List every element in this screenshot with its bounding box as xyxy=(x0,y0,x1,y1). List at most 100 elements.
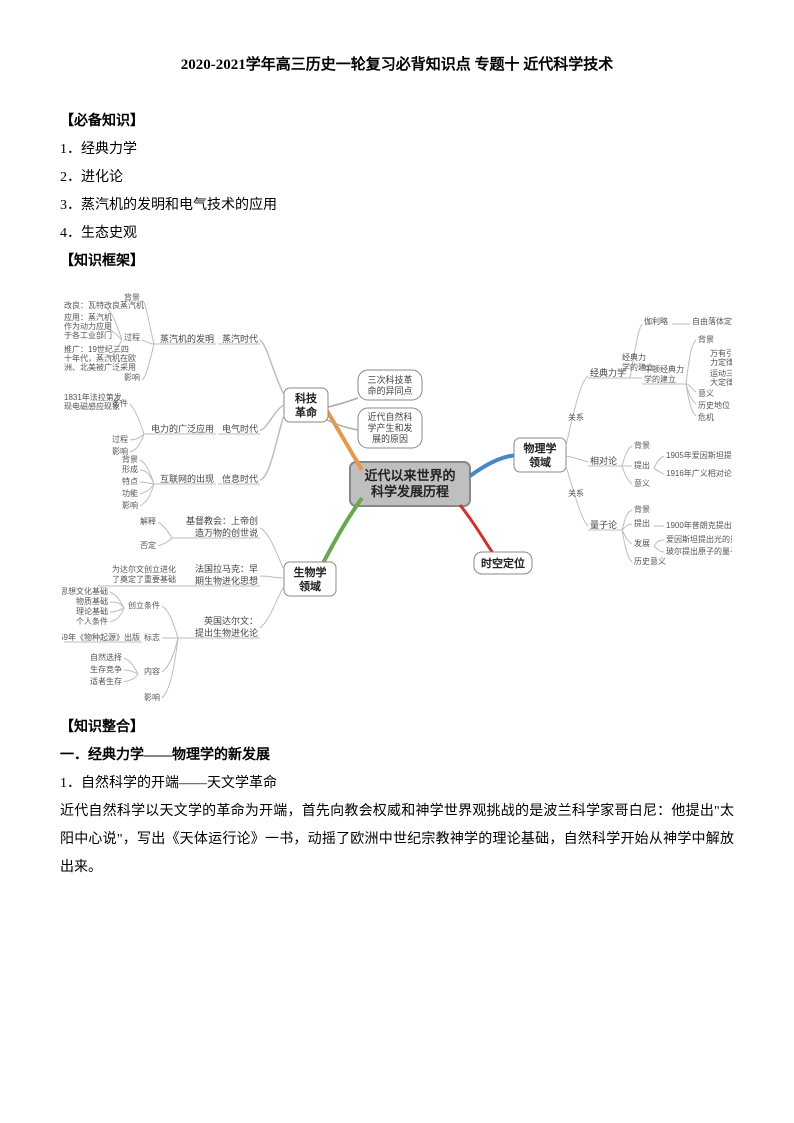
integration-p1-body: 近代自然科学以天文学的革命为开端，首先向教会权威和神学世界观挑战的是波兰科学家哥… xyxy=(60,798,734,882)
svg-text:自由落体定律: 自由落体定律 xyxy=(692,316,732,326)
svg-text:过程: 过程 xyxy=(124,332,140,342)
svg-text:提出: 提出 xyxy=(634,460,650,470)
integration-sub-1: 一．经典力学——物理学的新发展 xyxy=(60,742,734,770)
svg-text:基督教会：上帝创: 基督教会：上帝创 xyxy=(186,515,258,526)
svg-text:学的建立: 学的建立 xyxy=(644,374,676,384)
svg-text:大定律: 大定律 xyxy=(710,377,732,387)
svg-text:玻尔提出原子的量子理论: 玻尔提出原子的量子理论 xyxy=(666,546,732,556)
svg-text:生物学: 生物学 xyxy=(294,565,327,579)
svg-text:特点: 特点 xyxy=(122,476,138,486)
svg-text:背景: 背景 xyxy=(122,454,138,464)
page-title: 2020-2021学年高三历史一轮复习必背知识点 专题十 近代科学技术 xyxy=(60,50,734,80)
svg-text:力定律: 力定律 xyxy=(710,357,732,367)
svg-text:牛顿经典力: 牛顿经典力 xyxy=(644,364,684,374)
svg-text:信息时代: 信息时代 xyxy=(222,473,258,484)
svg-text:影响: 影响 xyxy=(122,500,138,510)
svg-text:物理学: 物理学 xyxy=(524,441,557,455)
svg-text:三次科技革: 三次科技革 xyxy=(367,374,412,385)
svg-text:相对论: 相对论 xyxy=(590,455,617,466)
framework-head: 【知识框架】 xyxy=(60,248,734,276)
svg-text:历史地位: 历史地位 xyxy=(698,400,730,410)
svg-text:展的原因: 展的原因 xyxy=(372,433,408,444)
svg-text:过程: 过程 xyxy=(112,434,128,444)
mindmap-diagram: 近代以来世界的 科学发展历程 三次科技革 命的异同点 近代自然科 学产生和发 展… xyxy=(62,280,732,710)
svg-text:伽利略: 伽利略 xyxy=(644,316,668,326)
essential-knowledge-head: 【必备知识】 xyxy=(60,108,734,136)
essential-item: 4．生态史观 xyxy=(60,220,734,248)
svg-text:近代自然科: 近代自然科 xyxy=(367,411,412,422)
svg-text:爱因斯坦提出光的量子理论: 爱因斯坦提出光的量子理论 xyxy=(666,534,732,544)
svg-text:电气时代: 电气时代 xyxy=(222,423,258,434)
svg-text:自然选择: 自然选择 xyxy=(90,652,122,662)
svg-text:影响: 影响 xyxy=(144,692,160,702)
integration-p1-head: 1．自然科学的开端——天文学革命 xyxy=(60,770,734,798)
svg-text:作为动力应用: 作为动力应用 xyxy=(64,321,112,331)
svg-text:万有引: 万有引 xyxy=(710,348,732,358)
svg-text:经典力学: 经典力学 xyxy=(590,367,626,378)
svg-text:蒸汽时代: 蒸汽时代 xyxy=(222,333,258,344)
svg-text:意义: 意义 xyxy=(698,388,714,398)
svg-text:法国拉马克：早: 法国拉马克：早 xyxy=(195,563,258,574)
svg-text:运动三: 运动三 xyxy=(710,368,732,378)
svg-text:应用：蒸汽机: 应用：蒸汽机 xyxy=(64,312,112,322)
svg-text:关系: 关系 xyxy=(568,488,584,498)
svg-text:思想文化基础: 思想文化基础 xyxy=(62,586,108,596)
svg-text:背景: 背景 xyxy=(634,504,650,514)
svg-text:1900年普朗克提出量子假说: 1900年普朗克提出量子假说 xyxy=(666,520,732,530)
essential-item: 3．蒸汽机的发明和电气技术的应用 xyxy=(60,192,734,220)
svg-text:互联网的出现: 互联网的出现 xyxy=(160,473,214,484)
essential-item: 2．进化论 xyxy=(60,164,734,192)
svg-text:解释: 解释 xyxy=(140,516,156,526)
svg-text:蒸汽机的发明: 蒸汽机的发明 xyxy=(160,333,214,344)
svg-text:生存竞争: 生存竞争 xyxy=(90,664,122,674)
essential-item: 1．经典力学 xyxy=(60,136,734,164)
svg-text:造万物的创世说: 造万物的创世说 xyxy=(195,527,258,538)
svg-text:功能: 功能 xyxy=(122,488,138,498)
svg-text:个人条件: 个人条件 xyxy=(76,616,108,626)
svg-text:命的异同点: 命的异同点 xyxy=(367,385,412,396)
svg-text:形成: 形成 xyxy=(122,464,138,474)
svg-text:英国达尔文：: 英国达尔文： xyxy=(204,615,258,626)
svg-text:革命: 革命 xyxy=(295,405,318,419)
svg-text:否定: 否定 xyxy=(140,540,156,550)
svg-text:时空定位: 时空定位 xyxy=(481,556,525,570)
svg-text:近代以来世界的: 近代以来世界的 xyxy=(364,468,455,483)
svg-text:发展: 发展 xyxy=(634,538,650,548)
svg-text:了奠定了重要基础: 了奠定了重要基础 xyxy=(112,574,176,584)
svg-text:危机: 危机 xyxy=(698,412,714,422)
svg-text:物质基础: 物质基础 xyxy=(76,596,108,606)
svg-text:科学发展历程: 科学发展历程 xyxy=(371,484,449,499)
svg-text:量子论: 量子论 xyxy=(590,519,617,530)
svg-text:背景: 背景 xyxy=(634,440,650,450)
svg-text:科技: 科技 xyxy=(295,391,318,405)
svg-text:学产生和发: 学产生和发 xyxy=(367,422,412,433)
svg-text:创立条件: 创立条件 xyxy=(128,600,160,610)
integration-head: 【知识整合】 xyxy=(60,714,734,742)
svg-text:领域: 领域 xyxy=(298,579,321,593)
svg-text:意义: 意义 xyxy=(634,478,650,488)
svg-text:期生物进化思想: 期生物进化思想 xyxy=(195,575,258,586)
svg-text:1859年《物种起源》出版: 1859年《物种起源》出版 xyxy=(62,632,140,642)
svg-text:关系: 关系 xyxy=(568,412,584,422)
svg-text:于各工业部门: 于各工业部门 xyxy=(64,330,112,340)
svg-text:标志: 标志 xyxy=(144,632,160,642)
svg-text:电力的广泛应用: 电力的广泛应用 xyxy=(151,423,214,434)
svg-text:推广：19世纪三四: 推广：19世纪三四 xyxy=(64,344,129,354)
svg-text:历史意义: 历史意义 xyxy=(634,556,666,566)
svg-text:提出生物进化论: 提出生物进化论 xyxy=(195,627,258,638)
svg-text:适者生存: 适者生存 xyxy=(90,676,122,686)
svg-text:理论基础: 理论基础 xyxy=(76,606,108,616)
svg-text:内容: 内容 xyxy=(144,666,160,676)
svg-text:背景: 背景 xyxy=(698,334,714,344)
svg-text:为达尔文创立进化: 为达尔文创立进化 xyxy=(112,564,176,574)
svg-text:改良：瓦特改良蒸汽机: 改良：瓦特改良蒸汽机 xyxy=(64,300,144,310)
svg-text:经典力: 经典力 xyxy=(622,352,646,362)
svg-text:提出: 提出 xyxy=(634,518,650,528)
svg-text:1916年广义相对论最终完成: 1916年广义相对论最终完成 xyxy=(666,468,732,478)
svg-text:影响: 影响 xyxy=(124,372,140,382)
svg-text:1905年爱因斯坦提出狭义相对论: 1905年爱因斯坦提出狭义相对论 xyxy=(666,450,732,460)
svg-text:洲、北美被广泛采用: 洲、北美被广泛采用 xyxy=(64,362,136,372)
svg-text:十年代，蒸汽机在欧: 十年代，蒸汽机在欧 xyxy=(64,353,136,363)
svg-text:领域: 领域 xyxy=(528,455,551,469)
svg-text:1831年法拉第发: 1831年法拉第发 xyxy=(64,392,122,402)
